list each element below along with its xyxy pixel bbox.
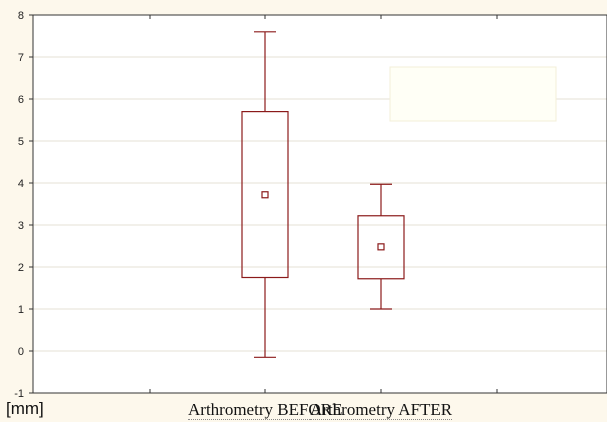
y-tick-label: 4	[18, 178, 24, 190]
median-marker-after	[377, 243, 385, 251]
median-marker-before	[261, 191, 269, 199]
category-label-after: Arthrometry AFTER	[310, 400, 453, 420]
category-label-before: Arthrometry BEFORE	[188, 400, 343, 420]
box-after	[357, 215, 405, 280]
plot-frame	[32, 14, 607, 394]
y-tick-label: 5	[18, 136, 24, 148]
y-tick-label: 1	[18, 304, 24, 316]
y-tick-label: 8	[18, 10, 24, 22]
legend-box	[389, 66, 557, 122]
y-tick-label: 2	[18, 262, 24, 274]
y-tick-label: 3	[18, 220, 24, 232]
y-tick-label: -1	[14, 388, 24, 400]
y-axis-unit-label: [mm]	[6, 399, 44, 418]
box-before	[241, 110, 289, 279]
y-tick-label: 6	[18, 94, 24, 106]
y-tick-label: 7	[18, 52, 24, 64]
y-tick-label: 0	[18, 346, 24, 358]
